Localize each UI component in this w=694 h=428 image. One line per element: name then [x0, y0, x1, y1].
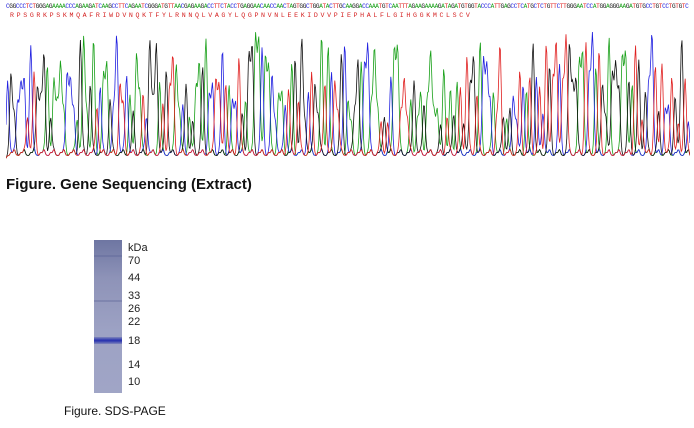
dna-sequence-line: CGGCCCTCTGGGAGAAAACCCAGAAGATCAAGCCTTCAGA… [6, 3, 689, 10]
marker-label: 22 [128, 316, 141, 328]
marker-label: 44 [128, 272, 141, 284]
protein-sequence-line: RPSGRKPSKMQAFRIWDVNQKTFYLRNNQLVAGYLQGPNV… [10, 12, 473, 19]
sds-page-figure-caption: Figure. SDS-PAGE [64, 404, 166, 418]
chromatogram-trace [6, 31, 690, 159]
faint-band [94, 300, 122, 302]
kda-unit-label: kDa [128, 242, 148, 254]
faint-band [94, 255, 122, 257]
marker-label: 10 [128, 376, 141, 388]
trace-t [6, 34, 690, 159]
marker-label: 18 [128, 335, 141, 347]
sequencing-figure-caption: Figure. Gene Sequencing (Extract) [6, 176, 252, 193]
marker-label: 70 [128, 255, 141, 267]
marker-label: 26 [128, 303, 141, 315]
protein-band [94, 337, 122, 344]
marker-label: 33 [128, 290, 141, 302]
sds-page-gel-lane [94, 240, 122, 393]
marker-label: 14 [128, 359, 141, 371]
